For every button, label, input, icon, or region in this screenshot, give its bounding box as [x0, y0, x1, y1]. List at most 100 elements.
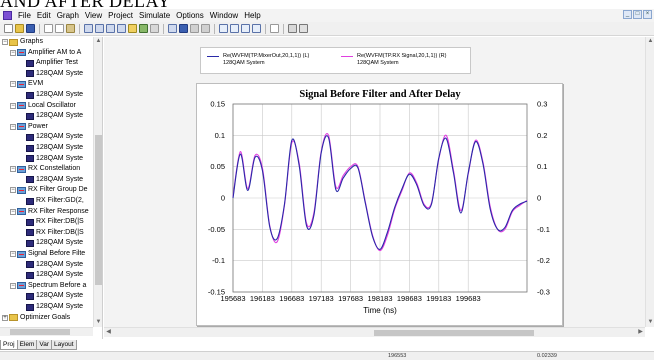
tab-layout[interactable]: Layout — [51, 340, 77, 350]
menu-file[interactable]: File — [18, 11, 31, 20]
add-schematic-icon[interactable] — [84, 24, 93, 33]
collapse-icon[interactable]: − — [2, 39, 8, 45]
add-system-diagram-icon[interactable] — [95, 24, 104, 33]
tree-measurement-item[interactable]: 128QAM Syste — [18, 238, 83, 248]
menu-window[interactable]: Window — [209, 11, 239, 20]
view-all-icon[interactable] — [252, 24, 261, 33]
tree-measurement-item[interactable]: RX Filter:DB(|S — [18, 228, 84, 238]
zoom-area-icon[interactable] — [241, 24, 250, 33]
properties-icon[interactable] — [168, 24, 177, 33]
print-icon[interactable] — [288, 24, 297, 33]
tree-graph-item[interactable]: − Power — [10, 122, 48, 132]
close-button[interactable]: × — [643, 10, 652, 19]
save-icon[interactable] — [26, 24, 35, 33]
graph-window[interactable]: Signal Before Filter and After Delay 1956… — [196, 83, 563, 326]
tree-measurement-item[interactable]: 128QAM Syste — [18, 260, 83, 270]
tree-graph-item[interactable]: − EVM — [10, 79, 43, 89]
menu-project[interactable]: Project — [108, 11, 134, 20]
tree-measurement-item[interactable]: 128QAM Syste — [18, 302, 83, 312]
add-graph-icon[interactable] — [117, 24, 126, 33]
tree-measurement-item[interactable]: 128QAM Syste — [18, 291, 83, 301]
scroll-down-icon[interactable]: ▼ — [95, 319, 102, 325]
tree-graph-item[interactable]: − RX Constellation — [10, 164, 80, 174]
collapse-icon[interactable]: − — [10, 187, 16, 194]
undo-icon[interactable] — [190, 24, 199, 33]
tab-elem[interactable]: Elem — [16, 340, 38, 350]
scroll-up-icon[interactable]: ▲ — [647, 38, 654, 44]
tree-graph-item[interactable]: − Spectrum Before a — [10, 281, 86, 291]
tree-hscroll-thumb[interactable] — [10, 329, 70, 335]
scroll-down-icon[interactable]: ▼ — [647, 319, 654, 325]
graph-icon — [17, 282, 26, 290]
tree-measurement-item[interactable]: 128QAM Syste — [18, 270, 83, 280]
collapse-icon[interactable]: − — [10, 251, 16, 257]
graph-icon[interactable] — [179, 24, 188, 33]
workspace-vertical-scrollbar[interactable]: ▲ ▼ — [645, 37, 654, 327]
tree-graph-item[interactable]: − Signal Before Filte — [10, 249, 85, 259]
tree-measurement-item[interactable]: 128QAM Syste — [18, 111, 83, 121]
project-browser: − Graphs − Amplifier AM to A Amplifier Test 1… — [0, 37, 103, 339]
y-right-tick-label: 0 — [537, 194, 541, 203]
tree-horizontal-scrollbar[interactable] — [0, 327, 93, 336]
tree-graph-item[interactable]: − Amplifier AM to A — [10, 48, 81, 58]
collapse-icon[interactable]: − — [10, 102, 16, 109]
workspace-horizontal-scrollbar[interactable]: ◀ ▶ — [104, 327, 645, 337]
y-right-tick-label: -0.3 — [537, 288, 550, 297]
tree-folder-item[interactable]: + Optimizer Goals — [2, 313, 70, 323]
redo-icon[interactable] — [201, 24, 210, 33]
tab-proj[interactable]: Proj — [0, 340, 18, 350]
binoculars-icon[interactable] — [299, 24, 308, 33]
tree-measurement-item[interactable]: 128QAM Syste — [18, 175, 83, 185]
expand-icon[interactable]: + — [2, 314, 8, 321]
tree-measurement-item[interactable]: RX Filter:DB(|S — [18, 217, 84, 227]
marker-icon[interactable] — [270, 24, 279, 33]
zoom-in-icon[interactable] — [219, 24, 228, 33]
minimize-button[interactable]: _ — [623, 10, 632, 19]
tree-measurement-item[interactable]: RX Filter:GD(2, — [18, 196, 84, 206]
tree-graph-item[interactable]: − RX Filter Response — [10, 207, 89, 217]
tree-measurement-item[interactable]: 128QAM Syste — [18, 132, 83, 142]
tree-graph-item[interactable]: − RX Filter Group De — [10, 185, 88, 195]
menu-options[interactable]: Options — [176, 11, 204, 20]
tree-measurement-item[interactable]: 128QAM Syste — [18, 143, 83, 153]
copy-icon[interactable] — [55, 24, 64, 33]
cut-icon[interactable] — [44, 24, 53, 33]
collapse-icon[interactable]: − — [10, 49, 16, 56]
folder-icon — [9, 38, 18, 46]
workspace-hscroll-thumb[interactable] — [374, 330, 534, 336]
collapse-icon[interactable]: − — [10, 81, 16, 88]
paste-icon[interactable] — [66, 24, 75, 33]
menu-help[interactable]: Help — [244, 11, 261, 20]
collapse-icon[interactable]: − — [10, 123, 16, 130]
tree-scroll-thumb[interactable] — [95, 135, 102, 285]
scroll-left-icon[interactable]: ◀ — [106, 329, 111, 335]
collapse-icon[interactable]: − — [10, 166, 16, 173]
scroll-right-icon[interactable]: ▶ — [638, 329, 643, 335]
tree-folder-item[interactable]: − Graphs — [2, 37, 43, 47]
tree-measurement-item[interactable]: 128QAM Syste — [18, 69, 83, 79]
zoom-out-icon[interactable] — [230, 24, 239, 33]
menu-edit[interactable]: Edit — [36, 11, 51, 20]
tree-measurement-item[interactable]: 128QAM Syste — [18, 90, 83, 100]
add-layout-icon[interactable] — [106, 24, 115, 33]
simulate-icon[interactable] — [128, 24, 137, 33]
tree-measurement-item[interactable]: Amplifier Test — [18, 58, 78, 68]
line-chart[interactable]: Signal Before Filter and After Delay 1956… — [197, 84, 564, 327]
tab-var[interactable]: Var — [36, 340, 53, 350]
menu-simulate[interactable]: Simulate — [139, 11, 171, 20]
tree-measurement-item[interactable]: 128QAM Syste — [18, 154, 83, 164]
scroll-up-icon[interactable]: ▲ — [95, 38, 102, 44]
collapse-icon[interactable]: − — [10, 282, 16, 289]
new-file-icon[interactable] — [4, 24, 13, 33]
analyze-icon[interactable] — [150, 24, 159, 33]
x-tick-label: 199183 — [426, 294, 451, 303]
restore-button[interactable]: □ — [633, 10, 642, 19]
menu-graph[interactable]: Graph — [56, 11, 79, 20]
menu-view[interactable]: View — [84, 11, 103, 20]
tree-vertical-scrollbar[interactable]: ▲ ▼ — [93, 37, 102, 327]
tree-graph-item[interactable]: − Local Oscillator — [10, 101, 76, 111]
graph-legend[interactable]: Re(WVFM(TP.MixerOut,20,1,1)) (L) 128QAM … — [200, 47, 471, 74]
collapse-icon[interactable]: − — [10, 208, 16, 215]
tune-icon[interactable] — [139, 24, 148, 33]
open-folder-icon[interactable] — [15, 24, 24, 33]
